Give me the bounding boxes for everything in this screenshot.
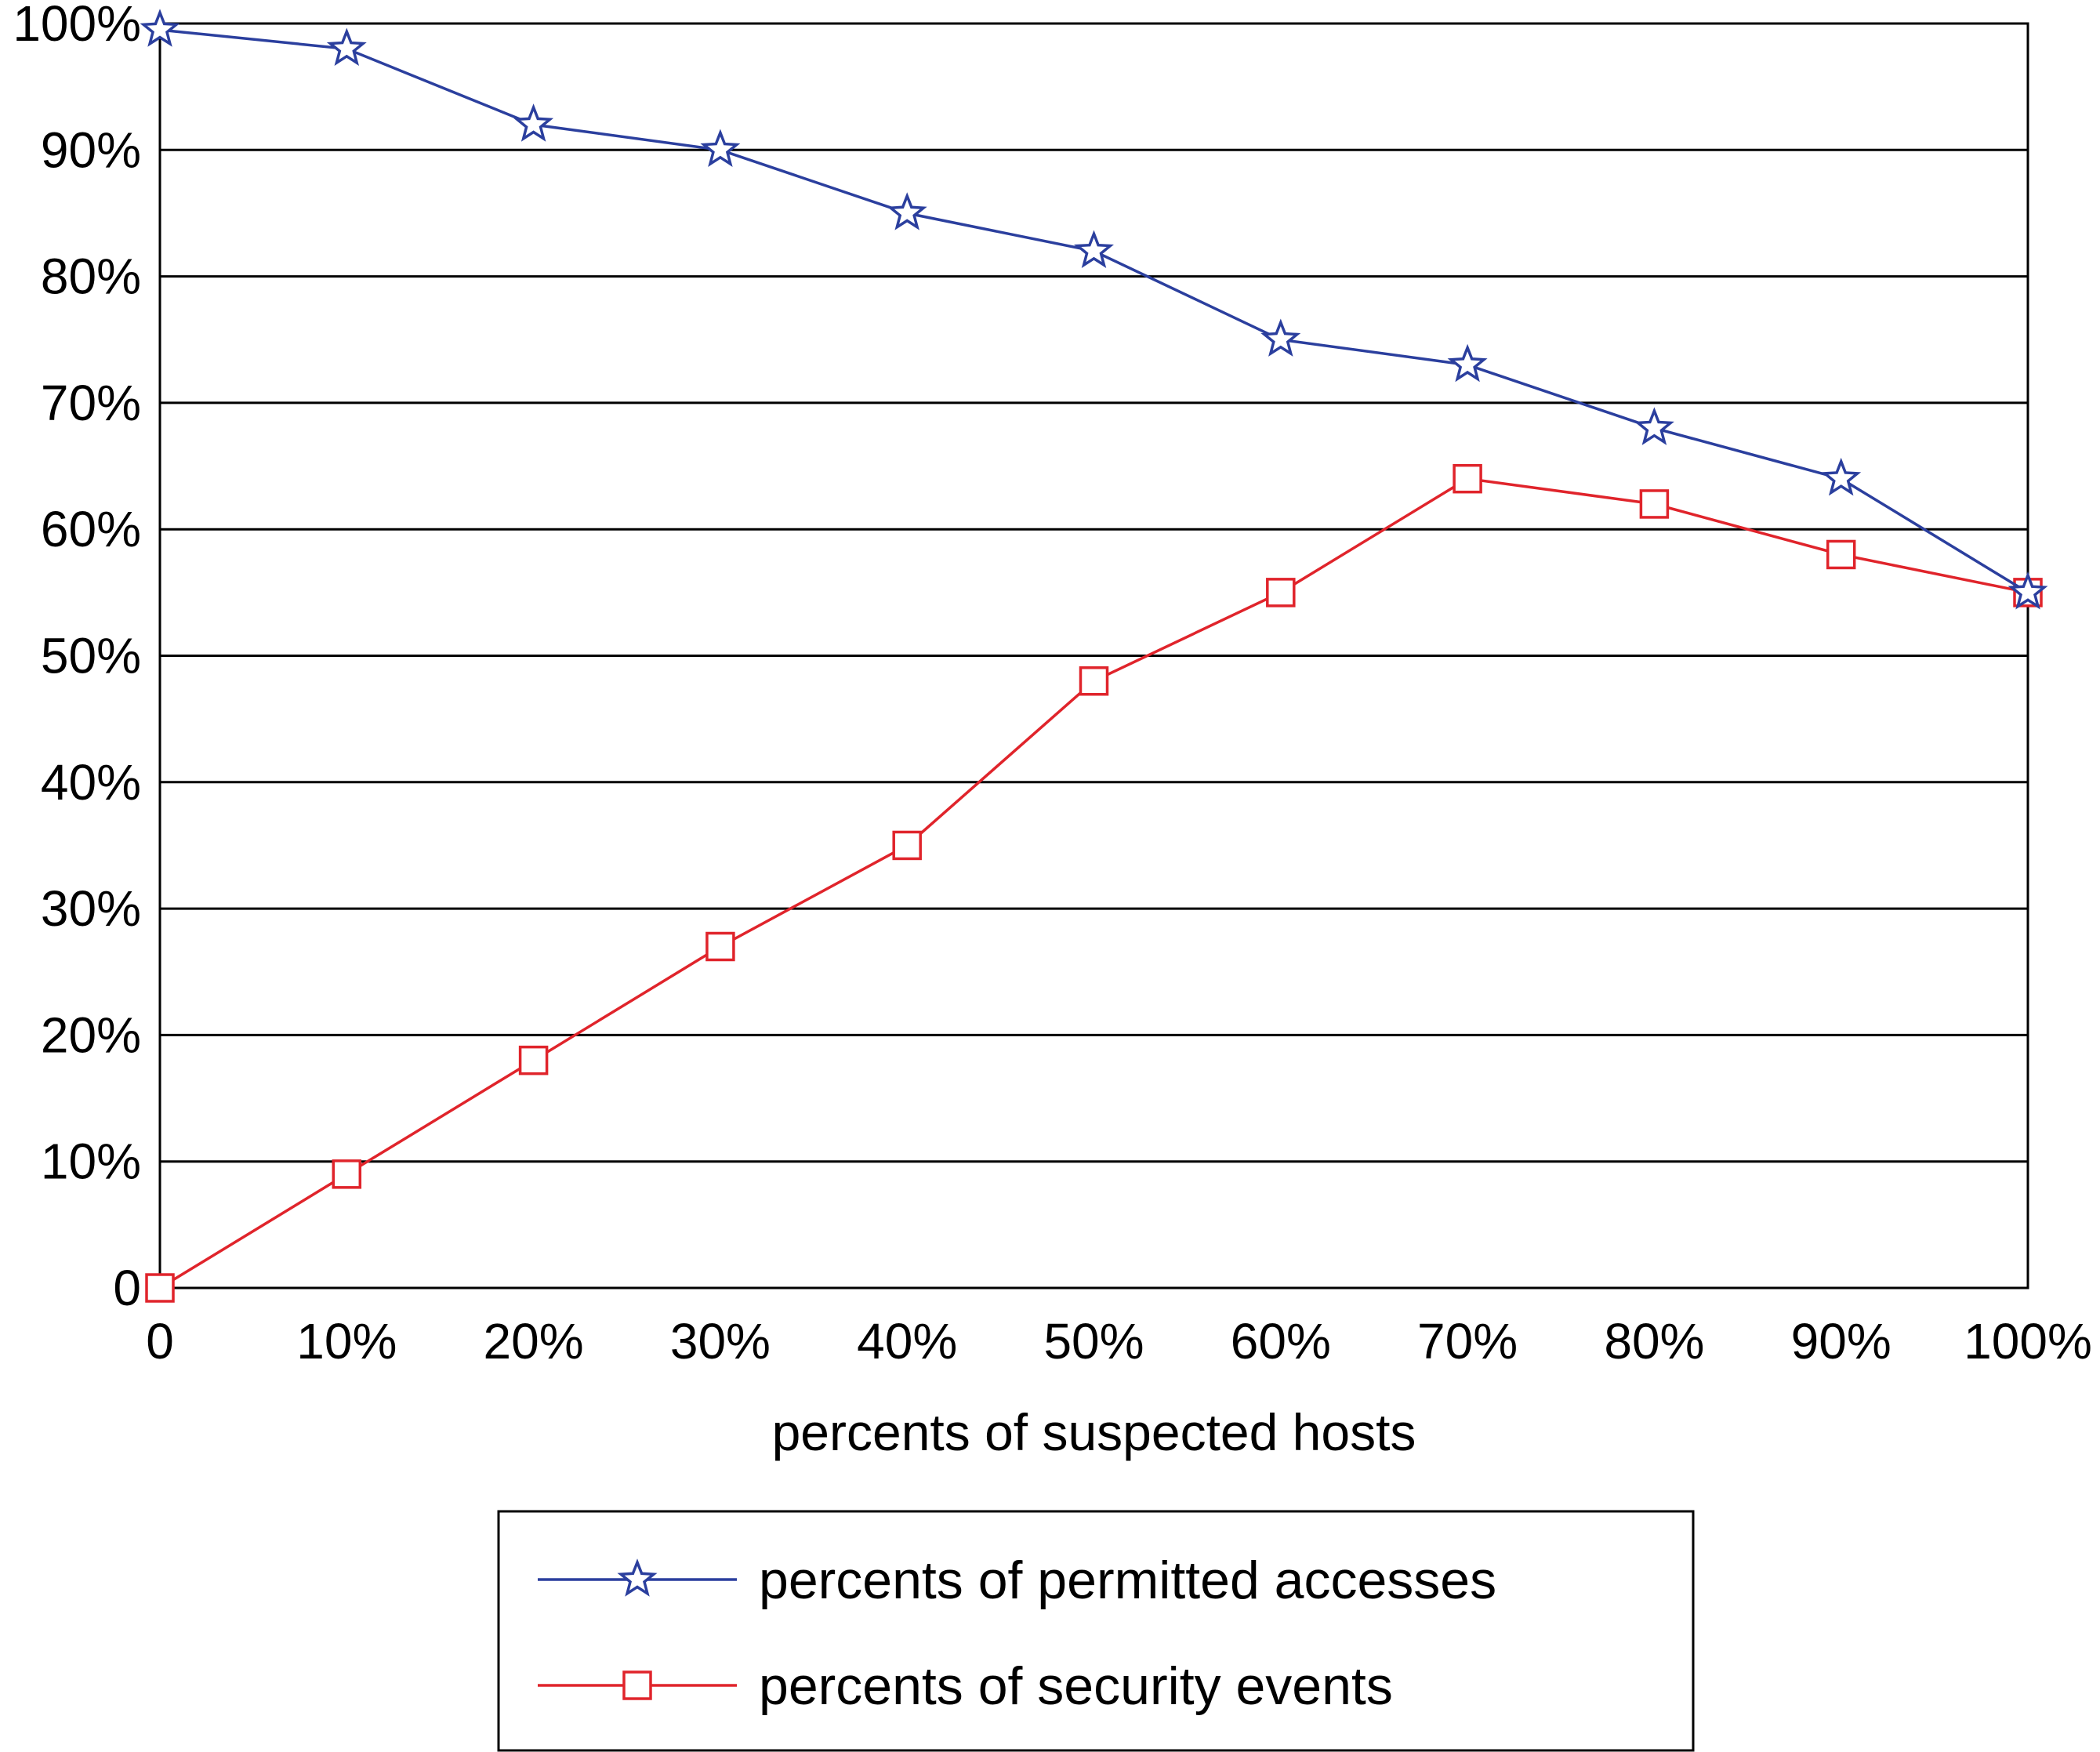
y-tick-label: 50%	[41, 628, 141, 684]
x-tick-label: 40%	[857, 1313, 957, 1369]
grid-lines	[160, 22, 2028, 1290]
star-marker	[140, 9, 180, 47]
x-tick-label: 20%	[484, 1313, 584, 1369]
series-permitted-accesses	[140, 9, 2048, 610]
x-tick-label: 10%	[296, 1313, 397, 1369]
x-tick-label: 100%	[1964, 1313, 2092, 1369]
square-marker	[145, 1273, 175, 1303]
legend-box	[497, 1510, 1695, 1752]
square-marker	[892, 830, 922, 861]
legend: percents of permitted accesses percents o…	[497, 1510, 1695, 1752]
y-axis-tick-labels: 0 10% 20% 30% 40% 50% 60% 70% 80% 90% 100%	[13, 0, 141, 1316]
x-tick-label: 80%	[1604, 1313, 1704, 1369]
square-marker	[1453, 463, 1482, 494]
y-tick-label: 90%	[41, 122, 141, 178]
y-tick-label: 100%	[13, 0, 141, 52]
star-marker	[2008, 571, 2048, 610]
y-tick-label: 0	[113, 1260, 141, 1316]
legend-items: percents of permitted accesses percents o…	[538, 1551, 1496, 1716]
x-axis-label: percents of suspected hosts	[772, 1403, 1416, 1461]
square-marker	[1266, 578, 1296, 608]
x-tick-label: 30%	[670, 1313, 771, 1369]
plot-area-frame	[158, 22, 2029, 1290]
y-tick-label: 70%	[41, 375, 141, 431]
y-tick-label: 30%	[41, 880, 141, 937]
legend-square-marker	[622, 1670, 652, 1700]
y-tick-label: 80%	[41, 248, 141, 305]
star-marker	[513, 103, 554, 142]
x-axis-tick-labels: 0 10% 20% 30% 40% 50% 60% 70% 80% 90% 100%	[146, 1313, 2092, 1369]
x-tick-label: 60%	[1231, 1313, 1331, 1369]
legend-label: percents of security events	[759, 1656, 1393, 1716]
square-marker	[705, 931, 735, 962]
star-marker	[1821, 457, 1862, 496]
x-tick-label: 50%	[1043, 1313, 1144, 1369]
x-tick-label: 70%	[1417, 1313, 1518, 1369]
x-tick-label: 90%	[1791, 1313, 1891, 1369]
star-marker	[1634, 407, 1674, 445]
square-marker	[332, 1159, 362, 1189]
square-marker	[1639, 489, 1670, 519]
series-line	[159, 28, 2029, 594]
x-tick-label: 0	[146, 1313, 174, 1369]
series-group	[140, 9, 2048, 1303]
series-security-events	[145, 463, 2043, 1303]
square-marker	[518, 1045, 549, 1076]
star-marker	[326, 27, 367, 67]
legend-star-marker	[617, 1558, 658, 1597]
star-marker	[1447, 343, 1488, 383]
legend-item: percents of permitted accesses	[538, 1551, 1496, 1610]
star-marker	[1074, 230, 1114, 269]
square-marker	[1826, 539, 1856, 570]
y-tick-label: 10%	[41, 1134, 141, 1190]
legend-label: percents of permitted accesses	[759, 1551, 1496, 1610]
series-line	[159, 477, 2029, 1290]
y-tick-label: 20%	[41, 1007, 141, 1063]
star-marker	[700, 129, 741, 168]
star-marker	[1260, 318, 1301, 357]
star-marker	[887, 192, 927, 230]
y-tick-label: 40%	[41, 754, 141, 811]
square-marker	[1079, 666, 1109, 696]
y-tick-label: 60%	[41, 501, 141, 557]
legend-item: percents of security events	[538, 1656, 1393, 1716]
